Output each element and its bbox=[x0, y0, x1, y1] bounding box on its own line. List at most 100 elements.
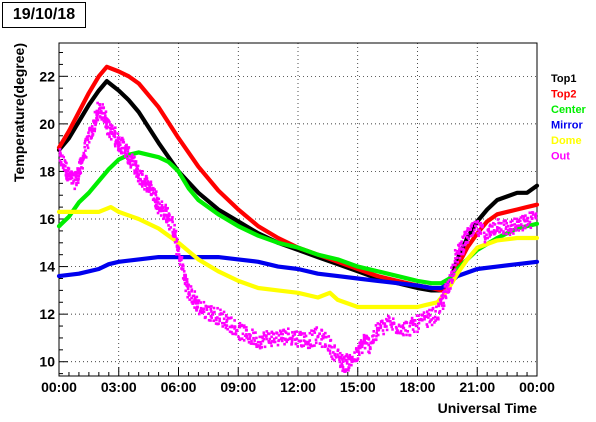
data-point bbox=[453, 268, 457, 272]
data-point bbox=[125, 259, 128, 263]
data-point bbox=[101, 175, 105, 178]
data-point bbox=[117, 144, 121, 148]
data-point bbox=[218, 319, 221, 323]
data-point bbox=[379, 324, 383, 328]
data-point bbox=[116, 132, 120, 135]
data-point bbox=[72, 179, 75, 183]
data-point bbox=[242, 324, 246, 327]
data-point bbox=[86, 144, 89, 147]
data-point bbox=[65, 139, 69, 142]
data-point bbox=[517, 207, 521, 211]
data-point bbox=[531, 223, 535, 226]
data-point bbox=[101, 111, 105, 115]
data-point bbox=[67, 136, 71, 140]
data-point bbox=[73, 126, 77, 130]
data-point bbox=[109, 165, 112, 169]
data-point bbox=[245, 328, 248, 332]
data-point bbox=[462, 236, 465, 240]
data-point bbox=[149, 223, 152, 226]
data-point bbox=[131, 103, 134, 107]
data-point bbox=[103, 264, 107, 268]
data-point bbox=[169, 235, 172, 239]
data-point bbox=[167, 160, 170, 164]
data-point bbox=[83, 99, 87, 102]
data-point bbox=[412, 305, 415, 309]
data-point bbox=[472, 231, 475, 235]
data-point bbox=[484, 266, 487, 270]
data-point bbox=[75, 114, 79, 117]
data-point bbox=[312, 252, 316, 255]
data-point bbox=[328, 349, 332, 353]
data-point bbox=[499, 228, 503, 232]
data-point bbox=[288, 244, 292, 247]
data-point bbox=[127, 146, 131, 149]
data-point bbox=[255, 336, 258, 340]
data-point bbox=[466, 258, 469, 261]
data-point bbox=[123, 149, 127, 152]
data-point bbox=[246, 337, 250, 341]
data-point bbox=[314, 338, 318, 342]
data-point bbox=[155, 203, 158, 207]
data-point bbox=[187, 186, 190, 190]
data-point bbox=[69, 133, 73, 137]
data-point bbox=[486, 208, 489, 211]
data-point bbox=[135, 151, 138, 155]
data-point bbox=[214, 322, 218, 325]
data-point bbox=[105, 263, 108, 267]
data-point bbox=[466, 246, 469, 249]
data-point bbox=[336, 348, 340, 352]
data-point bbox=[356, 277, 359, 280]
data-point bbox=[67, 167, 71, 170]
data-point bbox=[63, 136, 67, 139]
data-point bbox=[107, 81, 111, 85]
data-point bbox=[190, 288, 194, 291]
data-point bbox=[97, 75, 101, 78]
data-point bbox=[143, 188, 146, 191]
data-point bbox=[81, 271, 85, 274]
data-point bbox=[308, 253, 312, 256]
data-point bbox=[356, 270, 359, 273]
data-point bbox=[96, 109, 100, 113]
data-point bbox=[183, 180, 186, 183]
data-point bbox=[126, 158, 130, 161]
data-point bbox=[153, 101, 156, 104]
data-point bbox=[519, 262, 523, 265]
data-point bbox=[121, 212, 124, 215]
data-point bbox=[217, 189, 220, 192]
data-point bbox=[324, 258, 328, 262]
data-point bbox=[320, 257, 324, 260]
data-point bbox=[137, 217, 140, 221]
data-point bbox=[127, 98, 130, 102]
data-point bbox=[340, 353, 344, 357]
data-point bbox=[442, 304, 446, 307]
data-point bbox=[62, 155, 66, 159]
data-point bbox=[237, 335, 240, 339]
data-point bbox=[435, 305, 438, 309]
data-point bbox=[453, 248, 457, 252]
data-point bbox=[85, 270, 89, 274]
data-point bbox=[384, 280, 387, 284]
data-point bbox=[465, 236, 469, 239]
data-point bbox=[148, 185, 152, 188]
data-point bbox=[220, 321, 224, 325]
data-point bbox=[384, 272, 387, 275]
data-point bbox=[365, 335, 368, 339]
data-point bbox=[434, 301, 437, 304]
data-point bbox=[320, 338, 323, 341]
data-point bbox=[214, 316, 218, 320]
data-point bbox=[358, 344, 361, 348]
data-point bbox=[534, 212, 538, 215]
data-point bbox=[109, 137, 113, 141]
data-point bbox=[466, 240, 470, 244]
data-point bbox=[138, 182, 142, 186]
data-point bbox=[437, 303, 441, 307]
data-point bbox=[249, 283, 252, 287]
data-point bbox=[508, 233, 512, 237]
data-point bbox=[419, 280, 422, 283]
data-point bbox=[352, 266, 355, 269]
data-point bbox=[330, 292, 333, 296]
data-point bbox=[212, 319, 216, 323]
data-point bbox=[276, 343, 280, 347]
data-point bbox=[187, 283, 190, 287]
data-point bbox=[531, 213, 535, 216]
